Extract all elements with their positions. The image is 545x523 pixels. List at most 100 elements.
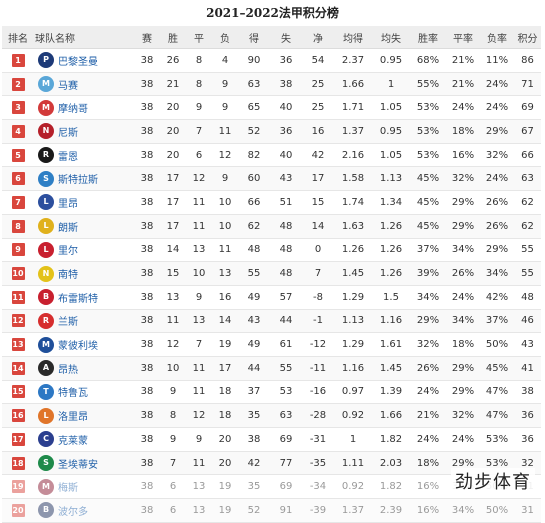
- team-logo-cell: L: [34, 190, 56, 215]
- header-points[interactable]: 积分: [514, 26, 541, 49]
- team-name-link[interactable]: 斯特拉斯: [58, 175, 98, 187]
- team-name-link[interactable]: 波尔多: [58, 506, 88, 518]
- team-name-link[interactable]: 蒙彼利埃: [58, 341, 98, 353]
- team-name-cell: 里昂: [56, 190, 134, 215]
- rank-cell: 13: [2, 332, 34, 357]
- points-cell: 36: [514, 427, 541, 452]
- header-wins[interactable]: 胜: [160, 26, 186, 49]
- table-row[interactable]: 7 L 里昂 38 17 11 10 66 51 15 1.74 1.34 45% 29% 26% 62: [2, 190, 541, 215]
- rank-cell: 11: [2, 285, 34, 310]
- avg-gf-cell: 0.92: [334, 474, 372, 500]
- losses-cell: 9: [212, 166, 238, 192]
- header-goals-for[interactable]: 得: [238, 26, 270, 49]
- table-row[interactable]: 6 S 斯特拉斯 38 17 12 9 60 43 17 1.58 1.13 45% 32% 24% 63: [2, 166, 541, 192]
- win-rate-cell: 39%: [410, 261, 446, 286]
- team-name-link[interactable]: 布雷斯特: [58, 293, 98, 305]
- team-name-link[interactable]: 朗斯: [58, 222, 78, 234]
- played-cell: 38: [134, 403, 160, 428]
- team-name-link[interactable]: 尼斯: [58, 127, 78, 139]
- draw-rate-cell: 18%: [446, 119, 480, 144]
- goals-for-cell: 52: [238, 119, 270, 144]
- header-avg-gf[interactable]: 均得: [334, 26, 372, 49]
- table-row[interactable]: 8 L 朗斯 38 17 11 10 62 48 14 1.63 1.26 45% 29% 26% 62: [2, 214, 541, 239]
- goal-diff-cell: 25: [302, 72, 334, 97]
- rank-badge: 10: [11, 267, 25, 281]
- table-row[interactable]: 5 R 雷恩 38 20 6 12 82 40 42 2.16 1.05 53% 16% 32% 66: [2, 143, 541, 168]
- table-row[interactable]: 11 B 布雷斯特 38 13 9 16 49 57 -8 1.29 1.5 34% 24% 42% 48: [2, 285, 541, 310]
- team-name-link[interactable]: 兰斯: [58, 317, 78, 329]
- goal-diff-cell: 17: [302, 166, 334, 192]
- team-name-link[interactable]: 南特: [58, 270, 78, 282]
- header-losses[interactable]: 负: [212, 26, 238, 49]
- points-cell: 46: [514, 309, 541, 334]
- table-row[interactable]: 1 P 巴黎圣曼 38 26 8 4 90 36 54 2.37 0.95 68% 21% 11% 86: [2, 48, 541, 73]
- loss-rate-cell: 26%: [480, 214, 514, 239]
- header-played[interactable]: 赛: [134, 26, 160, 49]
- table-row[interactable]: 10 N 南特 38 15 10 13 55 48 7 1.45 1.26 39% 26% 34% 55: [2, 261, 541, 286]
- table-row[interactable]: 20 B 波尔多 38 6 13 19 52 91 -39 1.37 2.39 16% 34% 50% 31: [2, 498, 541, 523]
- header-loss-rate[interactable]: 负率: [480, 26, 514, 49]
- losses-cell: 10: [212, 190, 238, 215]
- team-name-link[interactable]: 马赛: [58, 80, 78, 92]
- team-name-cell: 昂热: [56, 356, 134, 381]
- draws-cell: 7: [186, 119, 212, 144]
- header-goal-diff[interactable]: 净: [302, 26, 334, 49]
- losses-cell: 16: [212, 285, 238, 310]
- team-name-link[interactable]: 克莱蒙: [58, 435, 88, 447]
- draw-rate-cell: 24%: [446, 95, 480, 121]
- team-name-link[interactable]: 里尔: [58, 246, 78, 258]
- team-name-link[interactable]: 梅斯: [58, 483, 78, 495]
- team-name-link[interactable]: 巴黎圣曼: [58, 56, 98, 68]
- losses-cell: 19: [212, 474, 238, 500]
- draws-cell: 12: [186, 403, 212, 428]
- rank-cell: 15: [2, 380, 34, 405]
- team-name-link[interactable]: 特鲁瓦: [58, 388, 88, 400]
- losses-cell: 14: [212, 309, 238, 334]
- team-name-link[interactable]: 里昂: [58, 198, 78, 210]
- header-avg-ga[interactable]: 均失: [372, 26, 410, 49]
- team-logo-icon: L: [38, 241, 54, 258]
- team-name-link[interactable]: 洛里昂: [58, 412, 88, 424]
- goal-diff-cell: -11: [302, 356, 334, 381]
- win-rate-cell: 18%: [410, 451, 446, 476]
- table-row[interactable]: 15 T 特鲁瓦 38 9 11 18 37 53 -16 0.97 1.39 24% 29% 47% 38: [2, 380, 541, 405]
- played-cell: 38: [134, 356, 160, 381]
- team-logo-icon: L: [38, 194, 54, 211]
- table-row[interactable]: 2 M 马赛 38 21 8 9 63 38 25 1.66 1 55% 21% 24% 71: [2, 72, 541, 97]
- played-cell: 38: [134, 498, 160, 523]
- team-name-link[interactable]: 雷恩: [58, 151, 78, 163]
- header-rank[interactable]: 排名: [2, 26, 34, 49]
- team-name-link[interactable]: 昂热: [58, 364, 78, 376]
- header-draws[interactable]: 平: [186, 26, 212, 49]
- table-row[interactable]: 3 M 摩纳哥 38 20 9 9 65 40 25 1.71 1.05 53% 24% 24% 69: [2, 95, 541, 121]
- team-name-cell: 雷恩: [56, 143, 134, 168]
- table-row[interactable]: 13 M 蒙彼利埃 38 12 7 19 49 61 -12 1.29 1.61 32% 18% 50% 43: [2, 332, 541, 357]
- loss-rate-cell: 11%: [480, 48, 514, 73]
- team-name-cell: 朗斯: [56, 214, 134, 239]
- table-row[interactable]: 4 N 尼斯 38 20 7 11 52 36 16 1.37 0.95 53% 18% 29% 67: [2, 119, 541, 144]
- team-logo-cell: R: [34, 143, 56, 168]
- table-row[interactable]: 14 A 昂热 38 10 11 17 44 55 -11 1.16 1.45 26% 29% 45% 41: [2, 356, 541, 381]
- header-win-rate[interactable]: 胜率: [410, 26, 446, 49]
- avg-ga-cell: 1.39: [372, 380, 410, 405]
- header-goals-against[interactable]: 失: [270, 26, 302, 49]
- team-name-link[interactable]: 摩纳哥: [58, 104, 88, 116]
- table-row[interactable]: 17 C 克莱蒙 38 9 9 20 38 69 -31 1 1.82 24% 24% 53% 36: [2, 427, 541, 452]
- team-logo-cell: B: [34, 285, 56, 310]
- wins-cell: 17: [160, 190, 186, 215]
- header-draw-rate[interactable]: 平率: [446, 26, 480, 49]
- table-row[interactable]: 9 L 里尔 38 14 13 11 48 48 0 1.26 1.26 37% 34% 29% 55: [2, 238, 541, 263]
- goals-against-cell: 48: [270, 214, 302, 239]
- team-name-cell: 波尔多: [56, 498, 134, 523]
- table-row[interactable]: 16 L 洛里昂 38 8 12 18 35 63 -28 0.92 1.66 21% 32% 47% 36: [2, 403, 541, 428]
- goals-against-cell: 43: [270, 166, 302, 192]
- rank-badge: 9: [11, 243, 25, 257]
- team-name-link[interactable]: 圣埃蒂安: [58, 459, 98, 471]
- wins-cell: 8: [160, 403, 186, 428]
- avg-ga-cell: 1.82: [372, 474, 410, 500]
- win-rate-cell: 29%: [410, 309, 446, 334]
- avg-ga-cell: 0.95: [372, 48, 410, 73]
- table-row[interactable]: 12 R 兰斯 38 11 13 14 43 44 -1 1.13 1.16 29% 34% 37% 46: [2, 309, 541, 334]
- header-team[interactable]: 球队名称: [34, 26, 134, 49]
- team-logo-icon: B: [38, 289, 54, 306]
